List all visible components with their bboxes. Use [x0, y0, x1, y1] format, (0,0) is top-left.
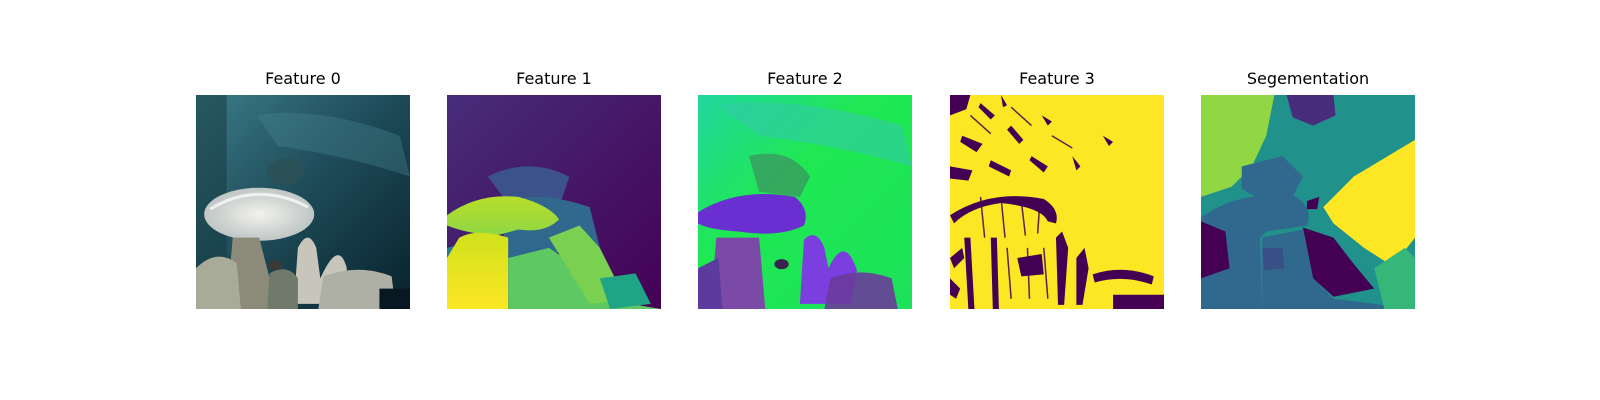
feature-0-image [196, 95, 410, 309]
panel-title-feature-0: Feature 0 [265, 69, 341, 88]
panel-title-segmentation: Segementation [1246, 69, 1370, 88]
panel-title-feature-3: Feature 3 [1019, 69, 1095, 88]
feature-1-image [447, 95, 661, 309]
feature-2-image [698, 95, 912, 309]
segmentation-image [1201, 95, 1415, 309]
panel-title-feature-2: Feature 2 [767, 69, 843, 88]
panel-title-feature-1: Feature 1 [516, 69, 592, 88]
feature-3-image [950, 95, 1164, 309]
